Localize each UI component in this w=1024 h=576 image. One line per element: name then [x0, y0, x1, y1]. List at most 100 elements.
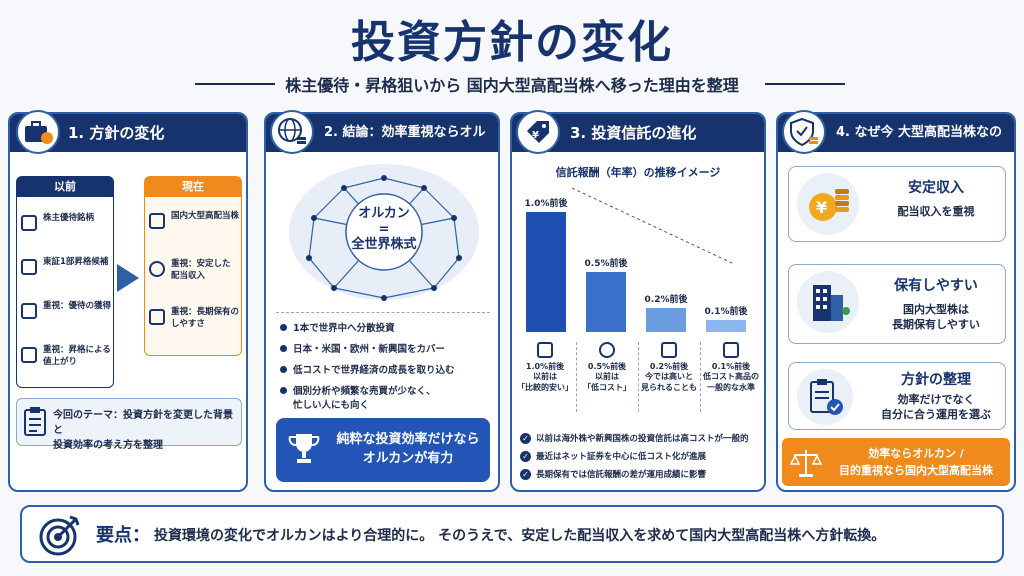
panel-fund-evolution: 3. 投資信託の進化 信託報酬（年率）の推移イメージ 1.0%前後 0.5%前後 0…: [510, 112, 766, 492]
yen-circle-icon: [149, 261, 165, 277]
chart-title: 信託報酬（年率）の推移イメージ: [555, 166, 721, 179]
thumbs-up-icon: [723, 342, 739, 358]
bar-value-label: 1.0%前後: [525, 197, 569, 209]
bullet-item: 日本・米国・欧州・新興国をカバー: [280, 343, 490, 357]
before-item-label: 東証1部昇格候補: [43, 257, 109, 267]
card-desc: 配当収入を重視: [897, 205, 975, 218]
after-item: 重視：安定した 配当収入: [149, 255, 239, 299]
check-icon: ✓: [520, 469, 531, 480]
chart-bar: [646, 308, 686, 332]
globe-label: オルカン = 全世界株式: [346, 206, 422, 253]
calendar-icon: [537, 342, 553, 358]
check-icon: ✓: [520, 451, 531, 462]
card-stable-income: ¥ 安定収入 配当収入を重視: [788, 166, 1006, 242]
fee-caption: 0.1%前後 低コスト高品の 一般的な水準: [702, 342, 760, 393]
chart-up-icon: [21, 259, 37, 275]
before-box: 以前 株主優待銘柄東証1部昇格候補 重視：優待の獲得重視：昇格による 値上がり: [16, 176, 114, 388]
divider: [276, 312, 490, 313]
banner-text: 効率ならオルカン / 目的重視なら国内大型高配当株: [839, 447, 993, 477]
subtitle-rule-right: [765, 83, 845, 85]
divider: [638, 342, 639, 412]
card-policy-organize: 方針の整理 効率だけでなく 自分に合う運用を選ぶ: [788, 362, 1006, 430]
check-icon: ✓: [520, 433, 531, 444]
before-item: 株主優待銘柄: [21, 207, 111, 245]
fee-caption-text: 0.5%前後 以前は 「低コスト」: [583, 362, 631, 392]
office-building-icon: [797, 271, 859, 333]
key-point-box: 要点： 投資環境の変化でオルカンはより合理的に。 そのうえで、安定した配当収入を…: [20, 505, 1004, 563]
globe-coins-icon: [270, 110, 314, 154]
yen-down-icon: [599, 342, 615, 358]
after-item-label: 重視：長期保有の しやすさ: [171, 307, 240, 329]
check-text: 最近はネット証券を中心に低コスト化が進展: [536, 452, 707, 462]
bullet-text: 個別分析や頻繁な売買が少なく、 忙しい人にも向く: [293, 386, 436, 412]
card-title: 方針の整理: [901, 372, 971, 388]
arrow-right-icon: [117, 264, 139, 292]
building-icon: [149, 213, 165, 229]
card-title: 安定収入: [908, 180, 964, 196]
key-point-text: 投資環境の変化でオルカンはより合理的に。 そのうえで、安定した配当収入を求めて国…: [154, 528, 886, 544]
before-item: 重視：優待の獲得: [21, 295, 111, 333]
award-ribbon-icon: [21, 303, 37, 319]
divider: [700, 342, 701, 412]
yen-coins-icon: ¥: [797, 173, 859, 235]
globe-label-line3: 全世界株式: [351, 237, 417, 253]
before-item-label: 重視：昇格による 値上がり: [43, 345, 111, 367]
clipboard-icon: [24, 407, 46, 436]
svg-text:¥: ¥: [532, 130, 539, 141]
bullet-text: 低コストで世界経済の成長を取り込む: [293, 365, 455, 376]
globe-label-line1: オルカン: [358, 206, 410, 221]
fee-caption: 0.5%前後 以前は 「低コスト」: [578, 342, 639, 412]
bar-value-label: 0.1%前後: [705, 305, 749, 317]
fee-caption: 0.2%前後 今では高いと 見られることも: [640, 342, 701, 412]
theme-box: 今回のテーマ：投資方針を変更した背景と 投資効率の考え方を整理: [16, 398, 242, 451]
panel-conclusion: 2. 結論：効率重視ならオルカン オルカン = 全世界株式 1本で世界中へ分散投…: [264, 112, 500, 492]
gift-icon: [21, 215, 37, 231]
after-item-label: 重視：安定した 配当収入: [171, 259, 231, 281]
scale-icon: [790, 450, 822, 477]
bullet-text: 日本・米国・欧州・新興国をカバー: [293, 344, 446, 355]
bullet-dot: [280, 345, 287, 352]
before-item: 東証1部昇格候補: [21, 251, 111, 289]
bullet-dot: [280, 366, 287, 373]
fee-caption: 1.0%前後 以前は 「比較的安い」: [516, 342, 577, 412]
chart-bar: [586, 272, 626, 332]
bullet-item: 個別分析や頻繁な売買が少なく、 忙しい人にも向く: [280, 385, 490, 414]
card-desc: 効率だけでなく 自分に合う運用を選ぶ: [881, 393, 991, 421]
clipboard-check-icon: [797, 369, 853, 425]
bullet-item: 低コストで世界経済の成長を取り込む: [280, 364, 490, 378]
panel-policy-change: 1. 方針の変化 以前 株主優待銘柄 東証1部昇格候補 重視：優待の獲得 重視：昇格に…: [8, 112, 248, 492]
fee-bar-chart: 1.0%前後 0.5%前後 0.2%前後 0.1%前後: [525, 187, 749, 332]
fee-caption-text: 0.1%前後 低コスト高品の 一般的な水準: [703, 362, 759, 392]
check-item: ✓ 長期保有では信託報酬の差が運用成績に影響: [520, 468, 764, 480]
growth-chart-icon: [21, 347, 37, 363]
shield-icon: [149, 309, 165, 325]
before-item-label: 重視：優待の獲得: [43, 301, 112, 311]
card-easy-hold: 保有しやすい 国内大型株は 長期保有しやすい: [788, 264, 1006, 344]
after-box: 現在 国内大型高配当株重視：安定した 配当収入 重視：長期保有の しやすさ: [144, 176, 242, 356]
page-title: 投資方針の変化: [351, 17, 673, 68]
page-subtitle: 株主優待・昇格狙いから 国内大型高配当株へ移った理由を整理: [285, 76, 739, 95]
fee-caption-text: 0.2%前後 今では高いと 見られることも: [641, 362, 697, 392]
globe-label-line2: =: [378, 221, 390, 237]
check-text: 長期保有では信託報酬の差が運用成績に影響: [536, 470, 707, 480]
chart-bar: [706, 320, 746, 332]
fee-caption-text: 1.0%前後 以前は 「比較的安い」: [517, 362, 573, 392]
check-item: ✓ 以前は海外株や新興国株の投資信託は高コストが一般的: [520, 432, 764, 444]
check-item: ✓ 最近はネット証券を中心に低コスト化が進展: [520, 450, 764, 462]
before-item: 重視：昇格による 値上がり: [21, 339, 111, 377]
globe-network-icon: [289, 164, 479, 301]
conclusion-callout: 純粋な投資効率だけなら オルカンが有力: [276, 418, 490, 482]
briefcase-chart-icon: [16, 110, 60, 154]
card-desc: 国内大型株は 長期保有しやすい: [892, 303, 980, 331]
before-label: 以前: [17, 177, 113, 197]
yen-tag-icon: ¥: [516, 110, 560, 154]
after-label: 現在: [145, 177, 241, 197]
after-item: 重視：長期保有の しやすさ: [149, 303, 239, 347]
check-text: 以前は海外株や新興国株の投資信託は高コストが一般的: [536, 434, 749, 444]
bullet-item: 1本で世界中へ分散投資: [280, 322, 490, 336]
after-item-label: 国内大型高配当株: [171, 211, 240, 221]
trend-arrow: [571, 187, 735, 265]
subtitle-rule-left: [195, 83, 275, 85]
divider: [576, 342, 577, 412]
warning-icon: [661, 342, 677, 358]
